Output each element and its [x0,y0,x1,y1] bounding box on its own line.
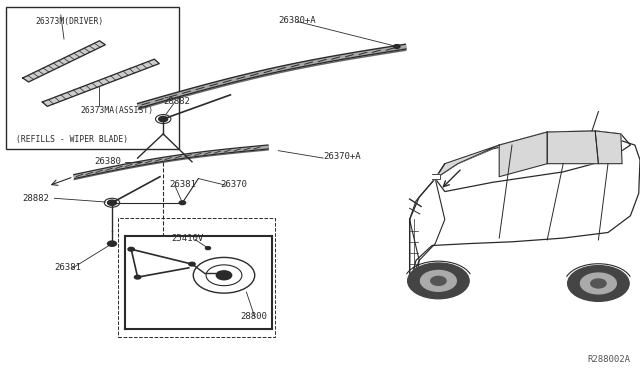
Polygon shape [23,41,105,82]
Polygon shape [499,132,547,177]
Text: 28882: 28882 [22,194,49,203]
Polygon shape [435,145,499,179]
Circle shape [394,45,400,48]
Polygon shape [435,131,630,192]
Circle shape [591,279,606,288]
Circle shape [420,270,456,291]
Polygon shape [42,59,159,106]
Polygon shape [410,136,640,285]
Text: 25410V: 25410V [172,234,204,243]
Polygon shape [547,131,598,164]
Bar [6,7,179,149]
Circle shape [431,276,446,285]
Polygon shape [432,174,440,179]
Text: 28882: 28882 [163,97,190,106]
Circle shape [134,275,141,279]
Circle shape [408,263,469,299]
Circle shape [159,116,168,122]
Text: 26373MA(ASSIST): 26373MA(ASSIST) [80,106,153,115]
Text: 26370: 26370 [221,180,248,189]
Circle shape [568,266,629,301]
Circle shape [189,262,195,266]
Text: 26381: 26381 [170,180,196,189]
Polygon shape [595,131,622,164]
Circle shape [108,200,116,205]
Bar [118,218,275,337]
Text: 26380+A: 26380+A [278,16,316,25]
Circle shape [108,241,116,246]
Circle shape [216,271,232,280]
Text: 28800: 28800 [240,312,267,321]
Text: 26373M(DRIVER): 26373M(DRIVER) [35,17,104,26]
Circle shape [179,201,186,205]
Text: 26381: 26381 [54,263,81,272]
Circle shape [128,247,134,251]
Polygon shape [410,179,445,285]
Text: 26380: 26380 [95,157,122,166]
Text: 26370+A: 26370+A [323,153,361,161]
Circle shape [218,272,224,275]
Circle shape [205,247,211,250]
Circle shape [580,273,616,294]
Text: R288002A: R288002A [588,355,630,364]
Polygon shape [410,219,419,285]
Text: (REFILLS - WIPER BLADE): (REFILLS - WIPER BLADE) [16,135,128,144]
